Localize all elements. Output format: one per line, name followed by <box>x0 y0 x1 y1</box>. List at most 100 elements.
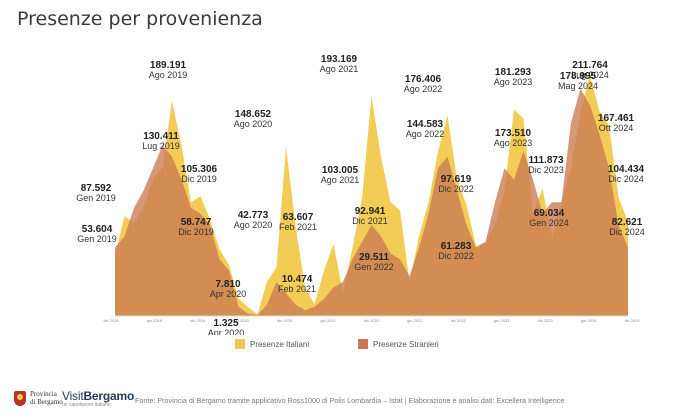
crest-icon <box>14 390 26 406</box>
x-tick-label: dic 2019 <box>190 318 206 323</box>
data-label-value: 189.191 <box>150 60 187 71</box>
data-label-value: 53.604 <box>82 224 113 235</box>
data-label-period: Gen 2022 <box>354 262 394 272</box>
data-label-value: 92.941 <box>355 206 386 217</box>
chart-legend: Presenze Italiani Presenze Stranieri <box>0 339 680 355</box>
data-label-value: 211.764 <box>572 60 608 71</box>
data-label-value: 104.434 <box>608 164 645 175</box>
data-label: 178.995 Mag 2024 <box>558 71 598 91</box>
data-label: 97.619 Dic 2022 <box>438 174 474 194</box>
data-label-value: 178.995 <box>560 71 597 82</box>
legend-swatch-italiani <box>235 339 245 349</box>
data-label-period: Gen 2024 <box>529 218 569 228</box>
data-label-value: 69.034 <box>534 208 565 219</box>
data-label-value: 42.773 <box>238 210 269 221</box>
data-label-value: 173.510 <box>495 128 532 139</box>
visitbergamo-logo: VisitBergamo un capolavoro italiano <box>62 389 134 408</box>
footer: Provincia di Bergamo VisitBergamo un cap… <box>0 386 680 416</box>
visit-brand-b: Bergamo <box>83 389 135 403</box>
legend-item-italiani: Presenze Italiani <box>235 339 309 349</box>
data-label-period: Dic 2023 <box>528 165 564 175</box>
data-label-period: Ago 2021 <box>320 64 359 74</box>
x-tick-label: dic 2020 <box>277 318 293 323</box>
data-label: 53.604 Gen 2019 <box>77 224 117 244</box>
data-label: 10.474 Feb 2021 <box>278 274 316 294</box>
data-label-value: 167.461 <box>598 113 635 124</box>
data-label-period: Dic 2024 <box>609 227 645 237</box>
data-label: 193.169 Ago 2021 <box>320 54 359 74</box>
data-label-value: 61.283 <box>441 241 472 252</box>
data-label: 105.306 Dic 2019 <box>181 164 218 184</box>
data-label: 211.764 Lug 2024 <box>571 60 609 80</box>
data-label-period: Dic 2024 <box>608 174 644 184</box>
data-label-period: Lug 2019 <box>142 141 180 151</box>
data-label-period: Ago 2021 <box>321 175 360 185</box>
x-tick-label: dic 2024 <box>624 318 640 323</box>
legend-swatch-stranieri <box>358 339 368 349</box>
data-label-value: 105.306 <box>181 164 218 175</box>
x-tick-label: dic 2018 <box>103 318 119 323</box>
data-label-period: Dic 2022 <box>438 184 474 194</box>
provincia-logo: Provincia di Bergamo <box>14 390 63 406</box>
data-label-value: 148.652 <box>235 109 272 120</box>
data-label-value: 87.592 <box>81 183 112 194</box>
data-label-period: Ago 2020 <box>234 119 273 129</box>
data-label-value: 97.619 <box>441 174 472 185</box>
legend-item-stranieri: Presenze Stranieri <box>358 339 439 349</box>
data-label: 7.810 Apr 2020 <box>210 279 247 299</box>
data-label: 103.005 Ago 2021 <box>321 165 360 185</box>
data-label: 82.621 Dic 2024 <box>609 217 645 237</box>
data-label-period: Ago 2022 <box>406 129 445 139</box>
legend-label-stranieri: Presenze Stranieri <box>373 339 439 349</box>
x-tick-label: giu 2023 <box>494 318 510 323</box>
data-label-value: 193.169 <box>321 54 358 65</box>
data-label: 167.461 Ott 2024 <box>598 113 635 133</box>
data-label-period: Dic 2019 <box>178 227 214 237</box>
data-label-value: 130.411 <box>143 131 179 142</box>
data-label-period: Gen 2019 <box>76 193 116 203</box>
legend-label-italiani: Presenze Italiani <box>250 339 310 349</box>
visit-brand-a: Visit <box>62 389 84 403</box>
data-label: 63.607 Feb 2021 <box>279 212 317 232</box>
visit-tagline: un capolavoro italiano <box>62 402 111 408</box>
data-label: 29.511 Gen 2022 <box>354 252 394 272</box>
data-label: 69.034 Gen 2024 <box>529 208 569 228</box>
data-label-period: Feb 2021 <box>278 284 316 294</box>
source-note: Fonte: Provincia di Bergamo tramite appl… <box>135 396 565 405</box>
data-label-period: Ago 2020 <box>234 220 273 230</box>
data-label-period: Ago 2019 <box>149 70 188 80</box>
x-tick-label: dic 2021 <box>364 318 380 323</box>
x-tick-label: giu 2021 <box>320 318 336 323</box>
data-label-period: Ott 2024 <box>599 123 634 133</box>
x-tick-label: giu 2020 <box>234 318 250 323</box>
data-label: 189.191 Ago 2019 <box>149 60 188 80</box>
data-label-value: 111.873 <box>528 155 563 166</box>
data-label-period: Dic 2022 <box>438 251 474 261</box>
data-label: 1.325 Apr 2020 <box>208 318 245 335</box>
data-label-period: Dic 2021 <box>352 216 388 226</box>
area-presenze-stranieri <box>115 88 628 317</box>
data-label: 176.406 Ago 2022 <box>404 74 443 94</box>
page-title: Presenze per provenienza <box>17 8 263 30</box>
data-label-value: 144.583 <box>407 119 444 130</box>
data-label-period: Mag 2024 <box>558 81 598 91</box>
data-label: 130.411 Lug 2019 <box>142 131 180 151</box>
data-label: 42.773 Ago 2020 <box>234 210 273 230</box>
data-label: 104.434 Dic 2024 <box>608 164 645 184</box>
data-label-value: 29.511 <box>359 252 389 263</box>
x-tick-label: dic 2023 <box>538 318 554 323</box>
data-label: 92.941 Dic 2021 <box>352 206 388 226</box>
data-label: 148.652 Ago 2020 <box>234 109 273 129</box>
data-label-period: Apr 2020 <box>208 328 245 335</box>
data-label-period: Dic 2019 <box>181 174 217 184</box>
x-tick-label: giu 2022 <box>407 318 423 323</box>
data-label-value: 1.325 <box>213 318 238 329</box>
data-label: 58.747 Dic 2019 <box>178 217 214 237</box>
data-label: 173.510 Ago 2023 <box>494 128 533 148</box>
data-label-value: 58.747 <box>181 217 212 228</box>
data-label-period: Ago 2022 <box>404 84 443 94</box>
data-label-period: Apr 2020 <box>210 289 247 299</box>
provincia-line1: Provincia <box>30 390 57 398</box>
provincia-line2: di Bergamo <box>30 398 63 406</box>
data-label-value: 181.293 <box>495 67 532 78</box>
